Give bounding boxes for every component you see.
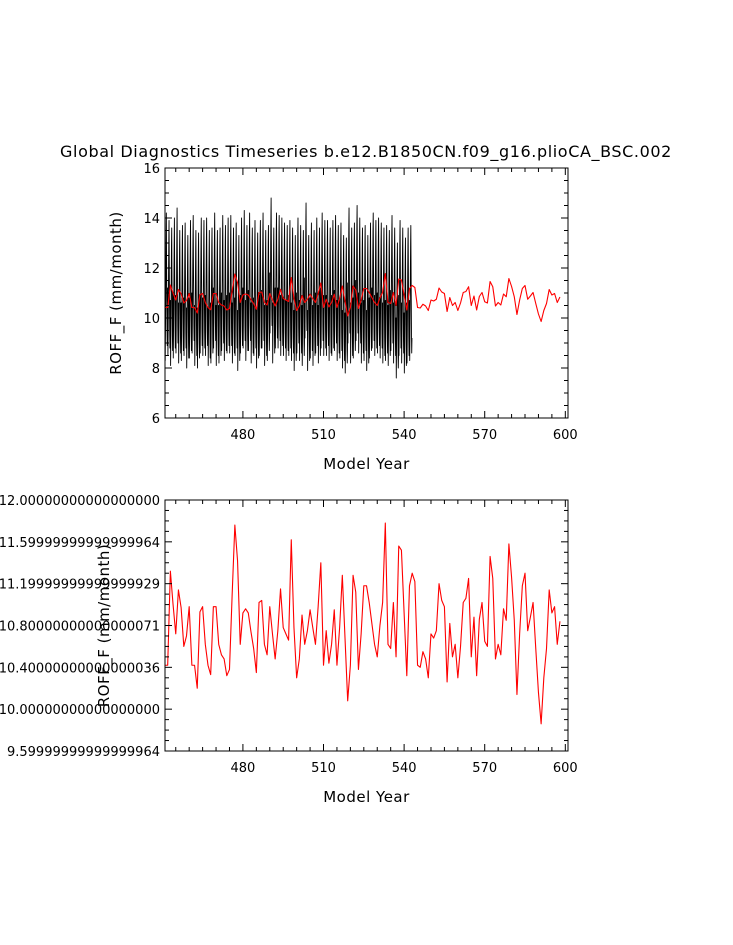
y-tick-label: 12.00000000000000000 — [0, 494, 160, 509]
y-tick-label: 11.59999999999999964 — [0, 536, 160, 551]
x-tick-label: 600 — [553, 428, 578, 443]
y-axis-label: ROFF_F (mm/month) — [95, 544, 114, 708]
x-tick-label: 540 — [392, 428, 417, 443]
y-tick-label: 8 — [152, 362, 160, 377]
y-tick-label: 10 — [143, 312, 160, 327]
figure-title: Global Diagnostics Timeseries b.e12.B185… — [60, 142, 672, 162]
x-tick-label: 570 — [472, 761, 497, 776]
series-line-annual — [165, 272, 561, 323]
timeseries-panel-bottom: 480 510 540 570 600 9.59999999999999964 10.000… — [0, 494, 578, 806]
y-tick-label: 10.80000000000000071 — [0, 620, 160, 635]
y-axis-label: ROFF_F (mm/month) — [107, 211, 126, 375]
x-tick-label: 510 — [311, 761, 336, 776]
y-tick-label: 14 — [143, 212, 160, 227]
y-tick-label: 10.00000000000000000 — [0, 703, 160, 718]
x-tick-label: 570 — [472, 428, 497, 443]
x-tick-label: 540 — [392, 761, 417, 776]
series-line-annual — [165, 522, 561, 725]
y-tick-label: 16 — [143, 162, 160, 177]
x-axis-label: Model Year — [323, 788, 410, 806]
y-tick-label: 6 — [152, 412, 160, 427]
y-tick-label: 11.19999999999999929 — [0, 578, 160, 593]
series-line-monthly — [164, 197, 413, 379]
y-tick-label: 9.59999999999999964 — [7, 745, 160, 760]
y-tick-label: 10.40000000000000036 — [0, 661, 160, 676]
plot-frame — [164, 499, 569, 752]
x-axis-label: Model Year — [323, 455, 410, 473]
y-tick-label: 12 — [143, 262, 160, 277]
x-tick-label: 480 — [230, 761, 255, 776]
timeseries-panel-top: 480 510 540 570 600 6 8 10 12 14 16 Model Year ROFF_… — [107, 162, 578, 473]
x-tick-label: 480 — [230, 428, 255, 443]
x-tick-label: 510 — [311, 428, 336, 443]
x-tick-label: 600 — [553, 761, 578, 776]
